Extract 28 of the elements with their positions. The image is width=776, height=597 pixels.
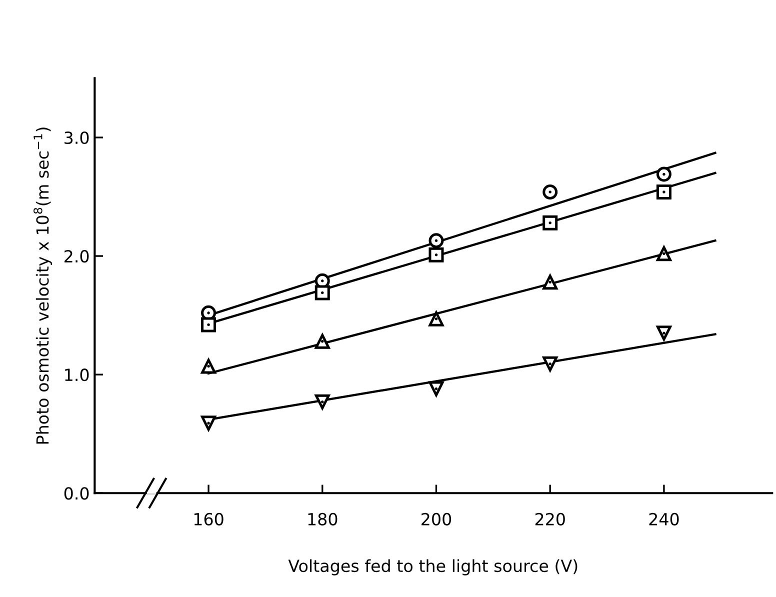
- point: [314, 334, 330, 349]
- point: [201, 317, 216, 332]
- y-tick-label: 3.0: [64, 131, 89, 144]
- point: [542, 356, 558, 372]
- x-axis-title: Voltages fed to the light source (V): [288, 559, 578, 576]
- point: [428, 311, 444, 326]
- point: [542, 274, 558, 290]
- point: [314, 285, 330, 300]
- point: [542, 215, 558, 230]
- point: [542, 184, 558, 200]
- x-tick-label: 180: [308, 512, 338, 526]
- point: [656, 246, 672, 262]
- x-tick-label: 220: [535, 512, 565, 526]
- point: [314, 394, 330, 410]
- y-tick-label: 2.0: [64, 250, 89, 263]
- point: [428, 233, 444, 248]
- point: [428, 381, 444, 396]
- y-axis-title: Photo osmotic velocity x 10$^{8}$(m sec$^{−1}$): [34, 128, 52, 444]
- point: [656, 166, 672, 182]
- x-tick-label: 240: [649, 512, 679, 526]
- x-tick-label: 200: [422, 512, 452, 526]
- point: [201, 358, 216, 374]
- x-tick-label: 160: [194, 512, 224, 526]
- point: [656, 184, 672, 200]
- y-tick-label: 0.0: [64, 487, 89, 500]
- point: [428, 247, 444, 262]
- point: [656, 326, 672, 341]
- y-tick-label: 1.0: [65, 368, 89, 382]
